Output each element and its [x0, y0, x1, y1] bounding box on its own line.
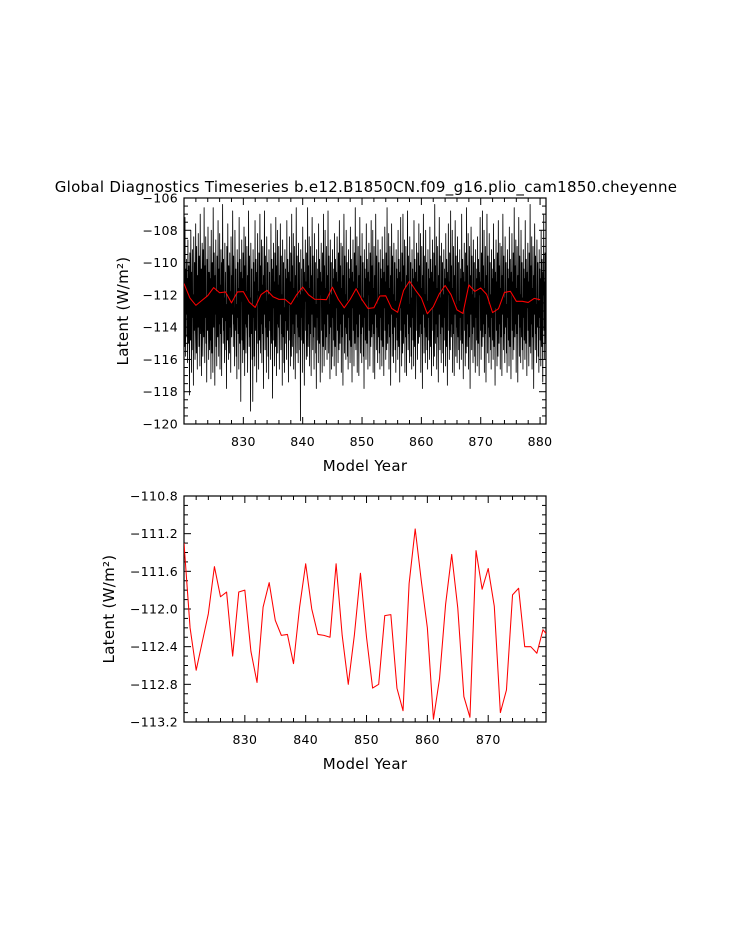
- bottom-chart-frame: [183, 495, 547, 723]
- bottom-chart-y-tick-label: −111.6: [130, 564, 178, 579]
- bottom-chart-y-tick-label: −110.8: [130, 489, 178, 504]
- bottom-chart-series-line-red: [184, 528, 546, 720]
- top-chart-y-tick-label: −112: [142, 287, 178, 302]
- top-chart-y-tick-label: −120: [142, 417, 178, 432]
- top-chart-x-tick-label: 870: [468, 434, 493, 449]
- top-chart-x-tick-label: 850: [350, 434, 375, 449]
- top-chart-y-tick-label: −116: [142, 352, 178, 367]
- top-chart-x-tick-label: 860: [409, 434, 434, 449]
- top-chart-x-axis-title: Model Year: [323, 457, 408, 475]
- top-chart-series: [184, 201, 546, 422]
- top-chart-x-tick-label: 840: [290, 434, 315, 449]
- top-chart-y-tick-label: −106: [142, 191, 178, 206]
- bottom-chart-x-tick-label: 830: [232, 732, 257, 747]
- top-chart-panel: −120 −118 −116 −114 −112 −110 −108 −106 830 840 85…: [114, 191, 552, 476]
- top-chart-x-tick-label: 880: [528, 434, 553, 449]
- bottom-chart-y-tick-label: −112.0: [130, 602, 178, 617]
- top-chart-tick-labels: −120 −118 −116 −114 −112 −110 −108 −106 830 840 85…: [142, 191, 552, 450]
- top-chart-y-tick-label: −108: [142, 223, 178, 238]
- bottom-chart-ticks: [184, 495, 546, 723]
- bottom-chart-y-tick-label: −112.4: [130, 639, 178, 654]
- top-chart-x-tick-label: 830: [231, 434, 256, 449]
- bottom-chart-series: [184, 528, 546, 720]
- bottom-chart-x-tick-label: 860: [415, 732, 440, 747]
- bottom-chart-x-tick-label: 850: [354, 732, 379, 747]
- bottom-chart-y-tick-label: −112.8: [130, 677, 178, 692]
- bottom-chart-x-tick-label: 840: [293, 732, 318, 747]
- bottom-chart-x-tick-label: 870: [476, 732, 501, 747]
- bottom-chart-y-tick-label: −113.2: [130, 715, 178, 730]
- bottom-chart-x-axis-title: Model Year: [323, 755, 408, 773]
- top-chart-series-line-black: [184, 201, 546, 422]
- top-chart-y-tick-label: −114: [142, 320, 178, 335]
- bottom-chart-tick-labels: −113.2 −112.8 −112.4 −112.0 −111.6 −111.2 −110…: [130, 489, 501, 748]
- bottom-chart-panel: −113.2 −112.8 −112.4 −112.0 −111.6 −111.2 −110…: [100, 489, 547, 773]
- bottom-chart-y-tick-label: −111.2: [130, 526, 178, 541]
- bottom-chart-y-axis-title: Latent (W/m²): [100, 555, 118, 664]
- top-chart-series-line-red: [184, 280, 541, 315]
- top-chart-y-tick-label: −118: [142, 384, 178, 399]
- top-chart-y-axis-title: Latent (W/m²): [114, 257, 132, 366]
- top-chart-y-tick-label: −110: [142, 255, 178, 270]
- figure-title: Global Diagnostics Timeseries b.e12.B185…: [55, 178, 678, 197]
